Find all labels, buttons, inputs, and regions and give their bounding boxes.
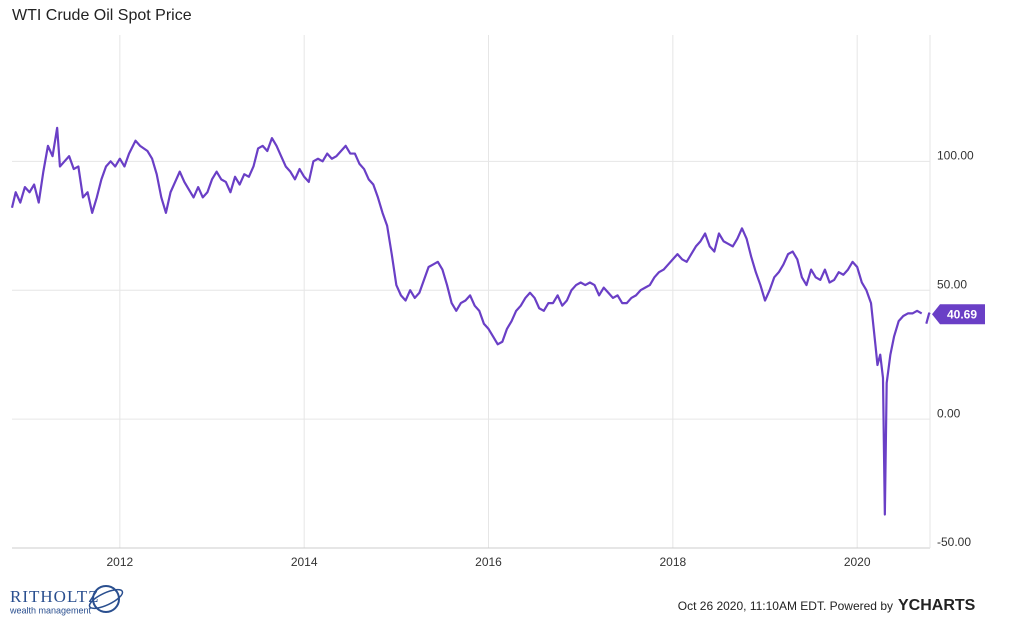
x-tick-label: 2012 (106, 555, 133, 569)
y-tick-label: -50.00 (937, 535, 971, 549)
price-line (10, 126, 931, 516)
last-value-badge (932, 304, 985, 325)
y-tick-label: 100.00 (937, 148, 974, 162)
logo-icon (88, 588, 124, 610)
x-tick-label: 2016 (475, 555, 502, 569)
y-tick-label: 0.00 (937, 406, 961, 420)
logo-name: RITHOLTZ (10, 587, 100, 606)
logo-icon (92, 585, 120, 613)
logo: RITHOLTZ wealth management (9, 585, 124, 615)
x-tick-label: 2018 (659, 555, 686, 569)
footer-timestamp: Oct 26 2020, 11:10AM EDT. Powered by (678, 599, 893, 613)
x-tick-label: 2020 (844, 555, 871, 569)
x-tick-label: 2014 (291, 555, 318, 569)
y-tick-label: 50.00 (937, 277, 967, 291)
logo-tagline: wealth management (9, 605, 92, 615)
last-value-label: 40.69 (947, 307, 977, 321)
chart-title: WTI Crude Oil Spot Price (12, 7, 192, 24)
footer-brand: YCHARTS (898, 597, 976, 614)
